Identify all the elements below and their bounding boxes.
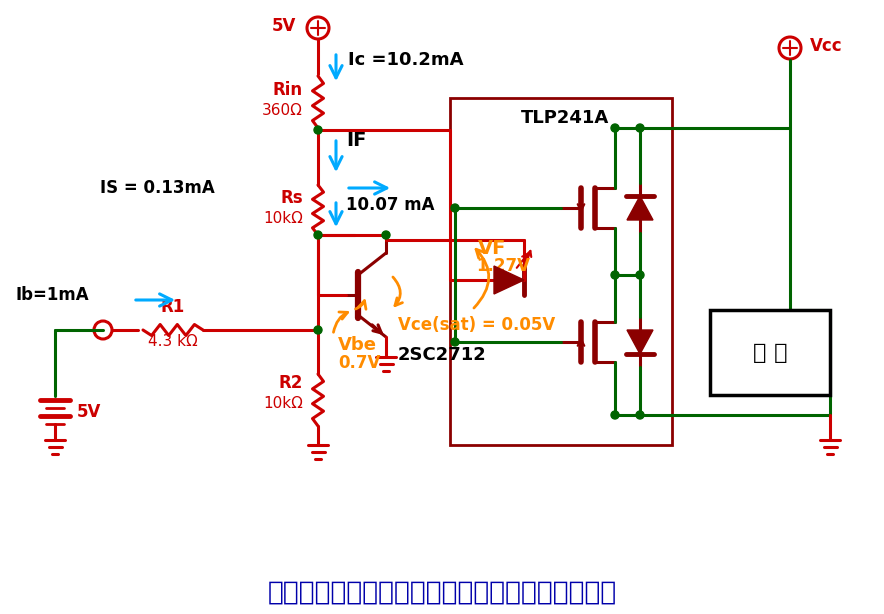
FancyArrowPatch shape <box>333 312 347 332</box>
Text: 0.7V: 0.7V <box>338 354 380 372</box>
Bar <box>710 310 830 395</box>
Text: 5V: 5V <box>77 403 102 421</box>
Text: フォトモスリレー駆動回路（トランジスタ使用）: フォトモスリレー駆動回路（トランジスタ使用） <box>267 580 617 606</box>
Circle shape <box>314 326 322 334</box>
Text: 5V: 5V <box>271 17 296 35</box>
Bar <box>450 98 672 445</box>
Text: 10.07 mA: 10.07 mA <box>346 196 435 214</box>
Circle shape <box>382 231 390 239</box>
Circle shape <box>636 271 644 279</box>
Text: R1: R1 <box>161 298 185 316</box>
Text: Vce(sat) = 0.05V: Vce(sat) = 0.05V <box>398 316 555 334</box>
Text: 負 荷: 負 荷 <box>753 343 788 362</box>
Text: TLP241A: TLP241A <box>521 109 609 127</box>
Circle shape <box>636 124 644 132</box>
Text: 10kΩ: 10kΩ <box>263 211 303 225</box>
Circle shape <box>636 411 644 419</box>
Circle shape <box>611 411 619 419</box>
Text: 360Ω: 360Ω <box>263 103 303 117</box>
Text: Rin: Rin <box>273 81 303 99</box>
Text: 1.27V: 1.27V <box>476 257 530 275</box>
Text: Vcc: Vcc <box>810 37 842 55</box>
Text: Vbe: Vbe <box>338 336 377 354</box>
Text: 2SC2712: 2SC2712 <box>398 346 487 364</box>
Text: Ib=1mA: Ib=1mA <box>15 286 88 304</box>
Text: Ic =10.2mA: Ic =10.2mA <box>348 51 463 69</box>
Circle shape <box>451 338 459 346</box>
Polygon shape <box>627 196 653 220</box>
Circle shape <box>314 126 322 134</box>
Circle shape <box>611 124 619 132</box>
Circle shape <box>611 271 619 279</box>
FancyArrowPatch shape <box>355 301 366 309</box>
Text: VF: VF <box>478 238 507 257</box>
Polygon shape <box>494 266 524 294</box>
Circle shape <box>451 204 459 212</box>
Text: 4.3 kΩ: 4.3 kΩ <box>149 334 198 349</box>
FancyArrowPatch shape <box>392 277 402 306</box>
Text: R2: R2 <box>278 374 303 392</box>
Circle shape <box>314 231 322 239</box>
Text: IF: IF <box>346 131 366 149</box>
Text: Rs: Rs <box>280 189 303 207</box>
Text: IS = 0.13mA: IS = 0.13mA <box>100 179 215 197</box>
Polygon shape <box>627 330 653 354</box>
Text: 10kΩ: 10kΩ <box>263 396 303 411</box>
FancyArrowPatch shape <box>474 249 489 308</box>
